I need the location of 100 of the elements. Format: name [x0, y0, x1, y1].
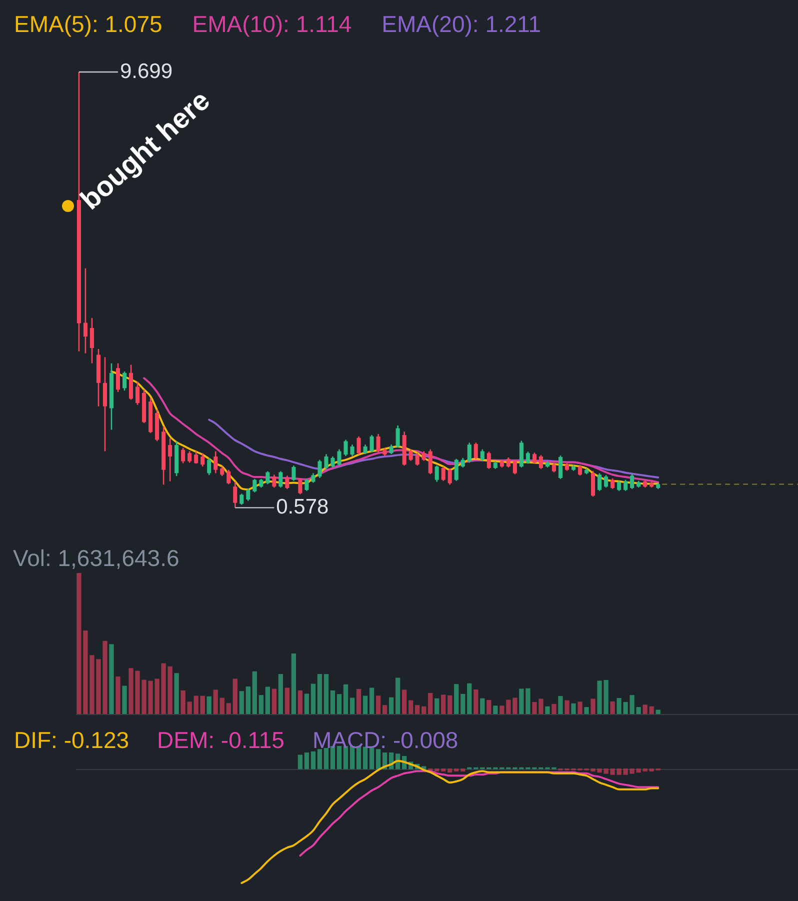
bar	[356, 688, 362, 714]
candlestick	[324, 453, 328, 470]
candlestick	[304, 478, 309, 492]
candlestick	[356, 436, 361, 456]
candlestick	[460, 457, 465, 468]
bar	[460, 694, 466, 714]
bar	[310, 751, 316, 770]
candlestick	[292, 464, 296, 482]
bar	[174, 673, 179, 714]
bar	[388, 697, 394, 714]
bar	[324, 748, 329, 770]
bar	[284, 688, 290, 714]
bar	[552, 704, 556, 714]
bar	[362, 696, 368, 714]
candlestick	[538, 454, 543, 470]
candlestick	[246, 488, 250, 502]
bar	[454, 768, 459, 772]
candlestick	[558, 454, 563, 480]
bar	[324, 674, 329, 714]
bar	[642, 704, 648, 714]
candlestick	[532, 452, 536, 464]
candlestick	[122, 370, 127, 392]
candlestick	[448, 468, 452, 486]
bar	[362, 746, 368, 770]
bar	[545, 706, 550, 714]
candlestick	[298, 477, 302, 495]
bar	[493, 706, 498, 714]
candlestick	[83, 268, 88, 354]
candlestick	[278, 470, 283, 488]
bar	[558, 696, 563, 714]
candlestick	[506, 456, 510, 468]
text: DEM: -0.115	[157, 727, 284, 753]
bar	[304, 694, 310, 714]
candlestick	[252, 478, 257, 493]
candlestick	[200, 452, 205, 468]
bar	[376, 696, 381, 714]
bar	[376, 749, 381, 770]
bar	[441, 694, 446, 714]
candlestick	[415, 452, 420, 466]
bar	[258, 695, 264, 714]
candlestick	[552, 462, 556, 473]
bar	[656, 710, 660, 714]
candlestick	[220, 466, 224, 477]
candlestick	[396, 424, 400, 448]
candlestick	[578, 464, 582, 476]
bar	[578, 702, 582, 714]
bar	[252, 671, 257, 714]
bar	[298, 754, 303, 770]
bar	[213, 690, 218, 714]
candlestick	[194, 450, 198, 464]
annotation: 9.699	[120, 60, 173, 83]
bar	[415, 705, 420, 714]
candlestick	[344, 439, 348, 457]
bar	[434, 698, 440, 714]
candlestick	[454, 458, 458, 482]
bar	[448, 695, 452, 714]
candlestick	[617, 480, 622, 492]
bar	[109, 644, 114, 714]
bar	[246, 686, 250, 714]
bar	[369, 688, 374, 714]
bar	[343, 684, 348, 714]
text: EMA(5): 1.075	[14, 11, 162, 37]
candlestick	[408, 448, 413, 462]
bar	[448, 768, 452, 773]
bar	[382, 705, 388, 714]
bar	[317, 674, 322, 714]
text: DIF: -0.123	[14, 727, 130, 753]
candlestick	[630, 474, 634, 490]
bar	[590, 698, 596, 714]
candlestick	[233, 481, 238, 508]
candlestick	[266, 470, 270, 485]
candlestick	[272, 474, 276, 488]
bar	[232, 678, 238, 714]
candlestick	[376, 433, 380, 453]
bar	[304, 752, 310, 770]
candlestick	[480, 448, 484, 462]
bar	[239, 691, 244, 714]
bar	[649, 706, 654, 714]
bar	[474, 689, 478, 714]
candlestick	[434, 464, 439, 482]
bar	[272, 688, 276, 714]
annotation: 0.578	[276, 495, 329, 518]
bar	[200, 696, 205, 714]
candlestick	[136, 380, 140, 406]
candlestick	[240, 493, 244, 506]
candlestick	[441, 466, 446, 482]
bar	[220, 698, 224, 714]
candlestick	[350, 444, 354, 457]
candlestick	[188, 450, 192, 464]
text: EMA(20): 1.211	[382, 11, 542, 37]
bar	[395, 678, 400, 714]
bar	[441, 768, 446, 772]
bar	[194, 696, 198, 714]
bar	[369, 748, 374, 770]
bar	[265, 686, 270, 714]
bar	[278, 674, 284, 714]
candlestick	[467, 442, 472, 464]
bar	[434, 768, 440, 772]
bar	[422, 706, 426, 714]
candlestick	[285, 474, 290, 490]
